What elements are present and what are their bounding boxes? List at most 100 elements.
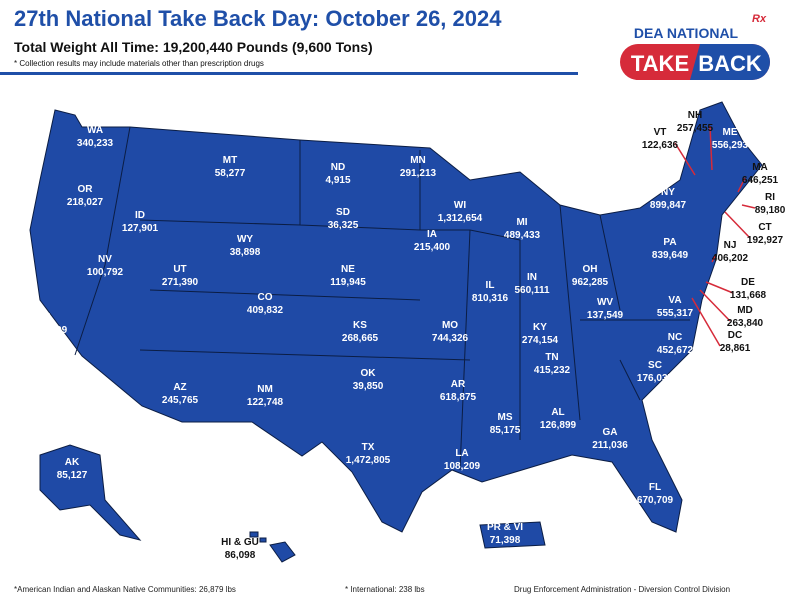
state-abbr: WY [237, 234, 253, 245]
state-value: 274,154 [522, 335, 559, 346]
state-abbr: UT [173, 264, 186, 275]
state-value: 560,111 [514, 285, 549, 296]
logo-badge-half [690, 44, 770, 80]
state-value: 899,847 [650, 200, 687, 211]
logo-back: BACK [698, 51, 762, 76]
logo-take: TAKE [631, 51, 689, 76]
state-abbr: MD [737, 305, 753, 316]
state-value: 555,317 [657, 308, 694, 319]
state-abbr: ME [723, 127, 738, 138]
callout-line [705, 281, 734, 294]
state-abbr: MS [498, 412, 513, 423]
state-value: 126,899 [540, 420, 577, 431]
state-abbr: OH [583, 264, 598, 275]
footer-left: *American Indian and Alaskan Native Comm… [14, 585, 236, 594]
state-abbr: DE [741, 277, 755, 288]
callout-line [741, 204, 756, 209]
state-abbr: KS [353, 320, 367, 331]
state-value: 670,709 [637, 495, 674, 506]
state-abbr: SD [336, 207, 350, 218]
state-value: 415,232 [534, 365, 571, 376]
state-value: 646,251 [742, 175, 779, 186]
state-value: 192,927 [747, 235, 784, 246]
state-abbr: WV [597, 297, 613, 308]
state-value: 245,765 [162, 395, 199, 406]
callout-line [737, 177, 746, 193]
state-abbr: MA [752, 162, 768, 173]
state-value: 108,209 [444, 461, 481, 472]
state-value: 89,180 [755, 205, 786, 216]
state-value: 71,398 [490, 535, 521, 546]
state-abbr: MT [223, 155, 237, 166]
state-value: 409,832 [247, 305, 284, 316]
state-abbr: NJ [724, 240, 737, 251]
subtitle: Total Weight All Time: 19,200,440 Pounds… [14, 39, 373, 55]
state-abbr: NE [341, 264, 355, 275]
state-value: 1,472,805 [346, 455, 391, 466]
state-abbr: PR & VI [487, 522, 523, 533]
callout-line [711, 255, 716, 263]
state-abbr: IN [527, 272, 537, 283]
callout-line [709, 125, 713, 171]
state-abbr: TX [362, 442, 375, 453]
state-abbr: CA [38, 312, 52, 323]
state-abbr: FL [649, 482, 661, 493]
state-value: 131,668 [730, 290, 767, 301]
state-value: 176,037 [637, 373, 674, 384]
state-value: 36,325 [328, 220, 359, 231]
state-value: 556,293 [712, 140, 749, 151]
state-value: 257,455 [677, 123, 714, 134]
state-value: 1,428,799 [23, 325, 68, 336]
state-value: 122,748 [247, 397, 284, 408]
state-abbr: NY [661, 187, 675, 198]
state-abbr: IA [427, 229, 437, 240]
state-value: 962,285 [572, 277, 609, 288]
state-value: 38,898 [230, 247, 261, 258]
state-value: 127,901 [122, 223, 159, 234]
state-value: 291,213 [400, 168, 437, 179]
state-abbr: KY [533, 322, 547, 333]
logo: DEA NATIONAL Rx TAKE BACK [620, 13, 770, 80]
footer-middle: * International: 238 lbs [345, 585, 425, 594]
callout-line [724, 211, 751, 239]
state-value: 137,549 [587, 310, 624, 321]
state-labels: WA 340,233 OR 218,027 CA 1,428,799 NV 100,792 ID… [23, 110, 786, 561]
logo-rx: Rx [752, 13, 767, 25]
state-value: 263,840 [727, 318, 764, 329]
alaska [39, 444, 142, 541]
hawaii [249, 531, 296, 563]
puerto-rico [479, 521, 546, 549]
state-abbr: MN [410, 155, 426, 166]
callout-line [674, 142, 696, 176]
note: * Collection results may include materia… [14, 59, 264, 68]
state-abbr: ND [331, 162, 345, 173]
state-value: 39,850 [353, 381, 384, 392]
state-value: 271,390 [162, 277, 199, 288]
state-abbr: GA [603, 427, 618, 438]
state-abbr: NC [668, 332, 682, 343]
state-value: 211,036 [592, 440, 628, 451]
state-abbr: NV [98, 254, 112, 265]
state-value: 85,175 [490, 425, 521, 436]
state-value: 215,400 [414, 242, 451, 253]
state-abbr: NM [257, 384, 273, 395]
state-abbr: AZ [173, 382, 186, 393]
state-value: 810,316 [472, 293, 509, 304]
state-value: 268,665 [342, 333, 379, 344]
state-abbr: PA [663, 237, 676, 248]
footer-right: Drug Enforcement Administration - Divers… [514, 585, 730, 594]
state-abbr: OR [78, 184, 94, 195]
state-abbr: WA [87, 125, 103, 136]
state-value: 86,098 [225, 550, 256, 561]
state-abbr: LA [455, 448, 468, 459]
state-abbr: WI [454, 200, 466, 211]
header-rule [0, 72, 578, 75]
state-abbr: VA [668, 295, 681, 306]
state-value: 340,233 [77, 138, 114, 149]
state-abbr: ID [135, 210, 145, 221]
state-value: 122,636 [642, 140, 679, 151]
state-abbr: CT [758, 222, 771, 233]
state-value: 489,433 [504, 230, 541, 241]
mainland [29, 101, 763, 533]
